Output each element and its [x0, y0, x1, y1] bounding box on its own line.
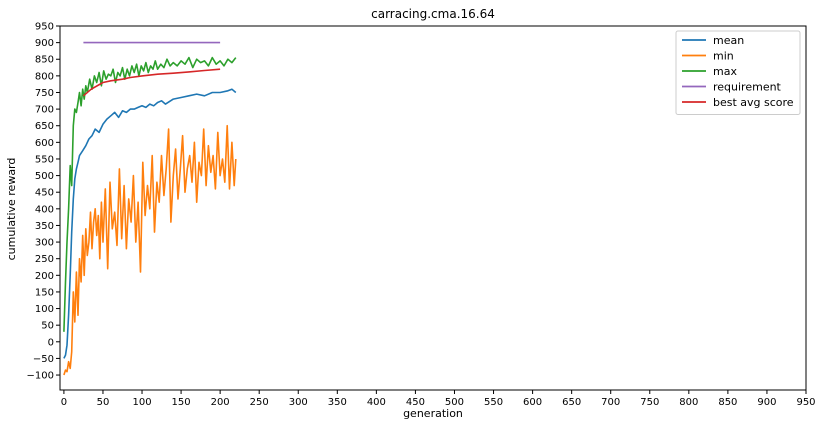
x-tick-label: 200	[211, 397, 230, 408]
x-tick-label: 750	[640, 397, 659, 408]
chart-title: carracing.cma.16.64	[371, 7, 495, 21]
y-axis-label: cumulative reward	[5, 158, 18, 261]
x-tick-label: 550	[484, 397, 503, 408]
y-tick-label: 0	[48, 337, 54, 348]
y-tick-label: −100	[27, 371, 54, 382]
legend-label: requirement	[713, 81, 782, 94]
y-tick-label: 100	[35, 304, 54, 315]
x-axis-label: generation	[403, 407, 463, 420]
y-tick-label: 300	[35, 238, 54, 249]
x-tick-label: 800	[679, 397, 698, 408]
legend-label: max	[713, 65, 737, 78]
series-line-max	[63, 56, 237, 332]
x-tick-label: 150	[172, 397, 191, 408]
y-tick-label: 600	[35, 138, 54, 149]
x-tick-label: 950	[796, 397, 815, 408]
x-tick-label: 600	[523, 397, 542, 408]
y-tick-label: 900	[35, 38, 54, 49]
x-tick-label: 250	[250, 397, 269, 408]
series-line-min	[63, 124, 237, 376]
y-tick-label: 200	[35, 271, 54, 282]
x-tick-label: 100	[132, 397, 151, 408]
x-tick-label: 400	[367, 397, 386, 408]
y-tick-label: −50	[33, 354, 54, 365]
y-tick-label: 50	[41, 321, 54, 332]
series-line-best-avg-score	[82, 68, 221, 97]
y-tick-label: 450	[35, 188, 54, 199]
y-tick-label: 750	[35, 88, 54, 99]
x-axis: 0 50 100 150 200 250 300 350 400 450 500 550 600 650 7…	[61, 390, 816, 408]
y-tick-label: 950	[35, 22, 54, 33]
y-tick-label: 700	[35, 105, 54, 116]
y-tick-label: 650	[35, 121, 54, 132]
y-tick-label: 500	[35, 171, 54, 182]
x-tick-label: 50	[97, 397, 110, 408]
y-tick-label: 550	[35, 154, 54, 165]
x-tick-label: 850	[718, 397, 737, 408]
x-tick-label: 900	[757, 397, 776, 408]
series-line-mean	[63, 88, 237, 359]
y-tick-label: 250	[35, 254, 54, 265]
x-tick-label: 500	[445, 397, 464, 408]
y-tick-label: 350	[35, 221, 54, 232]
x-tick-label: 650	[562, 397, 581, 408]
legend-label: min	[713, 50, 734, 63]
legend-box	[675, 30, 801, 115]
y-axis: −100 −50 0 50 100 150 200 250 300 350 400 450 500 550…	[27, 22, 60, 382]
x-tick-label: 450	[406, 397, 425, 408]
legend-label: best avg score	[713, 96, 794, 109]
x-tick-label: 0	[61, 397, 67, 408]
x-tick-label: 300	[289, 397, 308, 408]
y-tick-label: 800	[35, 71, 54, 82]
plot-frame	[59, 25, 807, 391]
y-tick-label: 850	[35, 55, 54, 66]
y-tick-label: 150	[35, 287, 54, 298]
legend: mean min max requirement best avg score	[675, 30, 801, 115]
y-tick-label: 400	[35, 204, 54, 215]
x-tick-label: 700	[601, 397, 620, 408]
x-tick-label: 350	[328, 397, 347, 408]
plot-area	[63, 41, 237, 376]
legend-label: mean	[713, 34, 744, 47]
